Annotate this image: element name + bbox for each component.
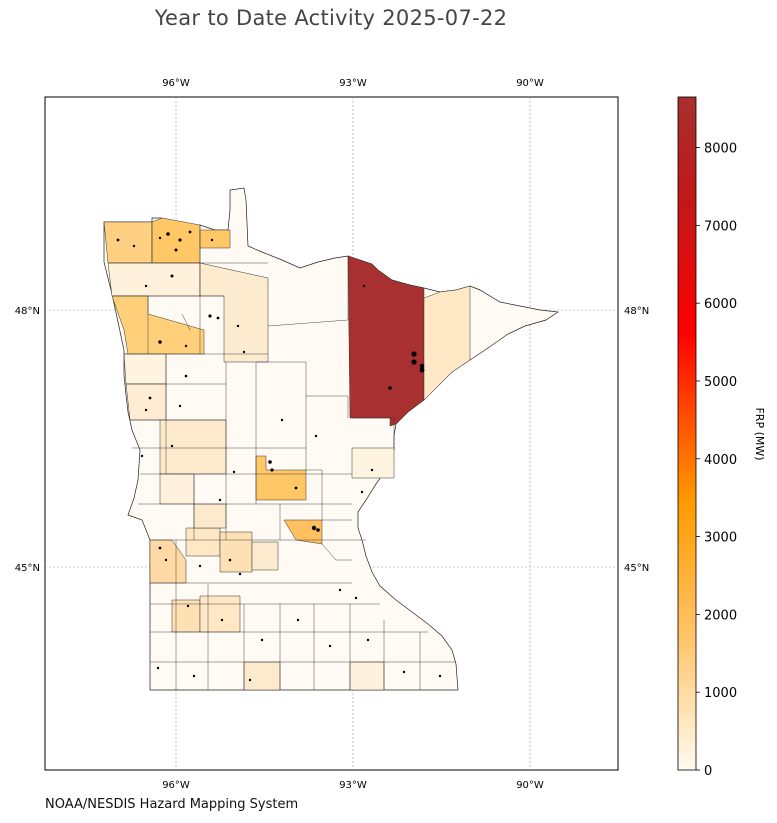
- colorbar-tick-label: 6000: [704, 297, 737, 312]
- lat-label-right-0: 48°N: [624, 306, 649, 317]
- colorbar-tick-label: 2000: [704, 608, 737, 623]
- colorbar: [677, 96, 697, 771]
- lat-label-left-1: 45°N: [15, 563, 40, 574]
- lon-label-top-2: 90°W: [516, 78, 544, 89]
- colorbar-tick-label: 7000: [704, 219, 737, 234]
- county-borders: [108, 222, 456, 690]
- colorbar-tick-label: 8000: [704, 142, 737, 157]
- colorbar-tick-label: 4000: [704, 453, 737, 468]
- colorbar-ticks: 0 1000 2000 3000 4000 5000 6000 7000 8000: [696, 142, 737, 779]
- lon-label-bottom-2: 90°W: [516, 780, 544, 791]
- lat-label-right-1: 45°N: [624, 563, 649, 574]
- lat-label-left-0: 48°N: [15, 306, 40, 317]
- colorbar-tick-label: 5000: [704, 375, 737, 390]
- county-fills: [103, 217, 471, 691]
- colorbar-tick-label: 0: [704, 764, 712, 779]
- lon-label-top-0: 96°W: [162, 78, 190, 89]
- lon-label-bottom-0: 96°W: [162, 780, 190, 791]
- map-title: Year to Date Activity 2025-07-22: [154, 6, 508, 30]
- colorbar-label: FRP (MW): [753, 407, 766, 460]
- data-credit: NOAA/NESDIS Hazard Mapping System: [45, 797, 299, 812]
- colorbar-tick-label: 1000: [704, 686, 737, 701]
- colorbar-tick-label: 3000: [704, 531, 737, 546]
- fire-detections: [116, 230, 442, 682]
- lon-label-bottom-1: 93°W: [339, 780, 367, 791]
- lon-label-top-1: 93°W: [339, 78, 367, 89]
